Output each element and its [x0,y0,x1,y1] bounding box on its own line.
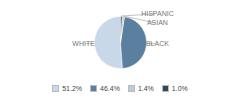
svg-text:BLACK: BLACK [146,40,169,47]
svg-text:WHITE: WHITE [72,40,95,47]
html-text:1.0%: 1.0% [171,85,188,92]
html-text:46.4%: 46.4% [100,85,120,92]
svg-text:HISPANIC: HISPANIC [141,10,174,17]
html-text:1.4%: 1.4% [137,85,154,92]
svg-text:ASIAN: ASIAN [147,19,168,26]
html-text:51.2%: 51.2% [62,85,82,92]
